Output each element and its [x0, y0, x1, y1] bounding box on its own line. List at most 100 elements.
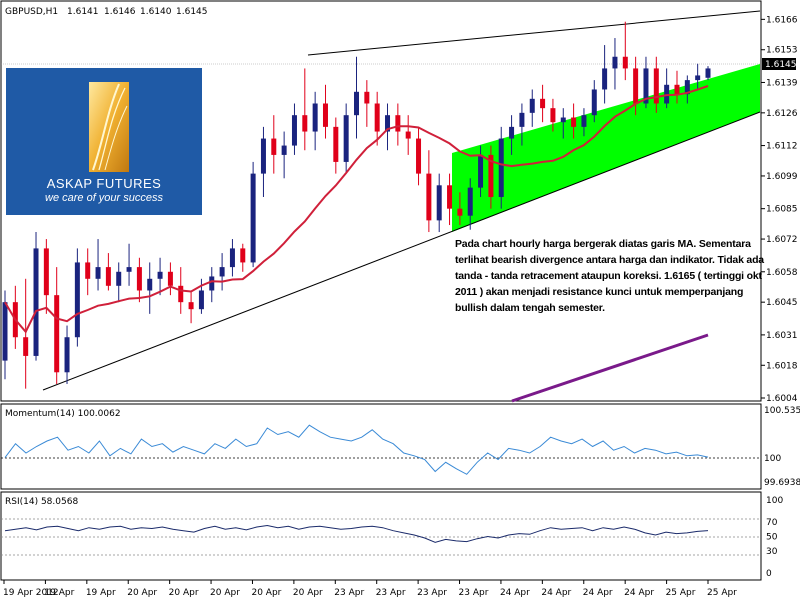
candle-body: [23, 337, 29, 356]
candle-body: [498, 138, 504, 197]
time-tick-label: 23 Apr: [376, 588, 406, 598]
ohlc-high: 1.6146: [104, 7, 136, 17]
time-tick-label: 24 Apr: [624, 588, 654, 598]
candle-body: [74, 262, 80, 338]
time-tick-label: 19 Apr: [44, 588, 74, 598]
candle-body: [519, 112, 525, 127]
logo-name: ASKAP FUTURES: [46, 176, 162, 191]
current-price-tag: [762, 58, 796, 70]
candle-body: [250, 173, 256, 263]
candle-body: [426, 173, 432, 221]
time-tick-label: 23 Apr: [334, 588, 364, 598]
candle-body: [684, 80, 690, 95]
rsi-tick-label: 50: [766, 533, 778, 543]
time-tick-label: 25 Apr: [666, 588, 696, 598]
candle-body: [157, 271, 163, 279]
rsi-tick-label: 100: [766, 496, 783, 506]
candle-body: [695, 75, 701, 81]
candle-body: [478, 154, 484, 188]
candle-body: [591, 89, 597, 116]
candle-body: [643, 68, 649, 104]
candle-body: [550, 108, 556, 123]
time-tick-label: 23 Apr: [459, 588, 489, 598]
candle-body: [167, 271, 173, 286]
candle-body: [322, 103, 328, 127]
candle-body: [116, 271, 122, 286]
candle-body: [405, 131, 411, 139]
logo-mark-icon: [89, 82, 129, 172]
ohlc-low: 1.6140: [140, 7, 172, 17]
candle-body: [416, 138, 422, 174]
candle-body: [467, 187, 473, 216]
candle-body: [333, 126, 339, 162]
current-price-label: 1.6145: [765, 60, 797, 70]
time-tick-label: 24 Apr: [583, 588, 613, 598]
candle-body: [560, 117, 566, 123]
candle-body: [457, 208, 463, 216]
candle-body: [209, 276, 215, 291]
time-tick-label: 19 Apr 2012: [3, 588, 59, 598]
candle-body: [271, 138, 277, 155]
rsi-panel: RSI(14) 58.0568 100 70 50 30 0: [0, 491, 783, 581]
candle-body: [105, 267, 111, 286]
time-tick-label: 20 Apr: [169, 588, 199, 598]
candle-body: [705, 68, 711, 78]
candle-body: [64, 337, 70, 373]
candle-body: [343, 115, 349, 162]
price-tick-label: 1.6031: [766, 331, 798, 341]
momentum-panel: Momentum(14) 100.0062 100.5357 100 99.69…: [0, 403, 800, 490]
ohlc-open: 1.6141: [67, 7, 99, 17]
price-tick-label: 1.6018: [766, 361, 798, 371]
candle-body: [2, 302, 8, 361]
time-tick-label: 20 Apr: [293, 588, 323, 598]
candle-body: [509, 126, 515, 139]
rsi-title: RSI(14) 58.0568: [5, 497, 78, 507]
candle-body: [281, 145, 287, 155]
analysis-note: Pada chart hourly harga bergerak diatas …: [455, 238, 764, 314]
rsi-axis: 100 70 50 30 0: [766, 496, 783, 579]
price-tick-label: 1.6058: [766, 268, 798, 278]
purple-line: [511, 333, 709, 403]
price-tick-label: 1.6139: [766, 78, 798, 88]
candle-body: [95, 267, 101, 279]
momentum-title: Momentum(14) 100.0062: [5, 409, 121, 419]
candle-body: [622, 56, 628, 69]
candle-body: [436, 185, 442, 221]
time-tick-label: 24 Apr: [500, 588, 530, 598]
moving-average-line: [4, 85, 709, 334]
candle-body: [302, 115, 308, 132]
candle-body: [612, 56, 618, 69]
time-tick-label: 20 Apr: [251, 588, 281, 598]
candle-body: [674, 84, 680, 95]
candle-body: [374, 103, 380, 132]
candle-body: [198, 290, 204, 310]
candle-body: [178, 285, 184, 303]
price-tick-label: 1.6112: [766, 142, 798, 152]
candle-body: [260, 138, 266, 174]
candle-body: [653, 68, 659, 104]
time-tick-label: 25 Apr: [707, 588, 737, 598]
candle-body: [581, 115, 587, 127]
candle-body: [229, 248, 235, 268]
candle-body: [219, 267, 225, 277]
candle-body: [395, 115, 401, 132]
candle-body: [633, 68, 639, 104]
time-tick-label: 20 Apr: [210, 588, 240, 598]
rsi-tick-label: 0: [766, 569, 772, 579]
candle-body: [43, 248, 49, 296]
price-tick-label: 1.6153: [766, 46, 798, 56]
candle-body: [364, 91, 370, 104]
rsi-tick-label: 30: [766, 547, 778, 557]
lower-trendline: [42, 111, 761, 391]
rsi-tick-label: 70: [766, 518, 778, 528]
candle-body: [488, 154, 494, 197]
candle-body: [147, 278, 153, 291]
time-tick-label: 20 Apr: [127, 588, 157, 598]
candle-body: [385, 115, 391, 132]
time-tick-label: 24 Apr: [541, 588, 571, 598]
candle-body: [136, 267, 142, 291]
candle-body: [188, 302, 194, 310]
price-tick-label: 1.6004: [766, 394, 798, 404]
